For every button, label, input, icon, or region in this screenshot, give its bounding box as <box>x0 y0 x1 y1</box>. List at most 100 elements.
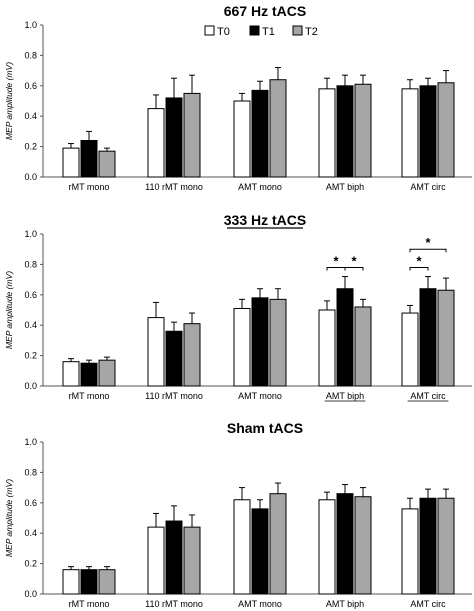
x-category-label: AMT biph <box>326 182 364 192</box>
bar-t1-5 <box>419 288 437 387</box>
y-tick-label: 0.8 <box>24 50 37 60</box>
x-category-label: AMT biph <box>326 599 364 609</box>
bar-t1-3 <box>251 297 269 387</box>
bar-t0-5 <box>401 508 419 595</box>
x-category-label: rMT mono <box>69 391 110 401</box>
y-tick-label: 0.0 <box>24 381 37 391</box>
y-tick-label: 0.6 <box>24 498 37 508</box>
chart-panel-1: 667 Hz tACS MEP amplitude (mV) 0.0 0.2 0.4 0.… <box>4 3 472 192</box>
bar-t0-1 <box>62 569 80 595</box>
x-category-label: rMT mono <box>69 599 110 609</box>
significance-marker: * <box>333 253 339 268</box>
significance-marker: * <box>351 253 357 268</box>
bar-t1-2 <box>165 330 183 387</box>
x-category-label: AMT circ <box>410 182 446 192</box>
legend: T0 T1 T2 <box>204 25 318 38</box>
y-tick-label: 0.4 <box>24 528 37 538</box>
x-category-label: AMT biph <box>326 391 364 401</box>
x-category-label: AMT circ <box>410 599 446 609</box>
legend-label: T0 <box>217 26 230 38</box>
bar-t0-2 <box>147 317 165 387</box>
bar-t0-2 <box>147 526 165 595</box>
bar-t0-5 <box>401 88 419 178</box>
chart-panel-3: Sham tACS MEP amplitude (mV) 0.0 0.2 0.4 0.6 0… <box>4 420 472 609</box>
bar-t2-5 <box>437 289 455 387</box>
bar-t0-4 <box>318 499 336 595</box>
y-tick-label: 1.0 <box>24 229 37 239</box>
bar-t1-4 <box>336 85 354 178</box>
significance-bracket <box>344 266 364 271</box>
bar-t1-1 <box>80 362 98 387</box>
y-tick-label: 1.0 <box>24 20 37 30</box>
y-tick-label: 1.0 <box>24 437 37 447</box>
bar-t1-1 <box>80 569 98 595</box>
bar-t2-3 <box>269 79 287 178</box>
x-category-label: 110 rMT mono <box>145 599 203 609</box>
y-tick-label: 0.0 <box>24 589 37 599</box>
bar-t1-5 <box>419 85 437 178</box>
bar-t1-2 <box>165 97 183 178</box>
significance-marker: * <box>425 235 431 250</box>
bar-t0-1 <box>62 147 80 178</box>
chart-panel-2: 333 Hz tACS MEP amplitude (mV) 0.0 0.2 0.4 0.… <box>4 212 472 402</box>
y-axis-label: MEP amplitude (mV) <box>4 271 14 349</box>
legend-label: T2 <box>305 26 318 38</box>
y-axis-label: MEP amplitude (mV) <box>4 479 14 557</box>
chart-title: 667 Hz tACS <box>224 3 306 19</box>
significance-bracket <box>409 266 429 271</box>
y-tick-label: 0.2 <box>24 351 37 361</box>
bar-t2-4 <box>354 306 372 387</box>
y-tick-label: 0.2 <box>24 142 37 152</box>
bar-t2-5 <box>437 497 455 595</box>
y-tick-label: 0.6 <box>24 290 37 300</box>
bar-t1-5 <box>419 497 437 595</box>
x-category-label: rMT mono <box>69 182 110 192</box>
significance-marker: * <box>416 253 422 268</box>
bar-t2-1 <box>98 569 116 595</box>
bar-t0-5 <box>401 312 419 387</box>
bar-t2-1 <box>98 359 116 387</box>
bar-t2-4 <box>354 496 372 595</box>
bar-t2-4 <box>354 83 372 178</box>
bar-t1-1 <box>80 140 98 178</box>
y-tick-label: 0.4 <box>24 320 37 330</box>
x-category-label: 110 rMT mono <box>145 391 203 401</box>
bar-t0-3 <box>233 499 251 595</box>
bar-t0-1 <box>62 361 80 387</box>
bar-t2-3 <box>269 493 287 595</box>
y-tick-label: 0.2 <box>24 559 37 569</box>
legend-label: T1 <box>262 26 275 38</box>
y-tick-label: 0.8 <box>24 259 37 269</box>
legend-swatch-t0 <box>204 25 215 36</box>
bar-t1-3 <box>251 508 269 595</box>
legend-swatch-t1 <box>249 25 260 36</box>
significance-bracket <box>409 248 447 253</box>
bar-t0-3 <box>233 307 251 387</box>
bar-t2-2 <box>183 92 201 178</box>
y-axis-label: MEP amplitude (mV) <box>4 62 14 140</box>
x-category-label: AMT mono <box>238 182 282 192</box>
legend-swatch-t2 <box>292 25 303 36</box>
chart-title: 333 Hz tACS <box>224 212 306 228</box>
y-tick-label: 0.4 <box>24 111 37 121</box>
chart-title: Sham tACS <box>227 420 303 436</box>
bar-t2-2 <box>183 526 201 595</box>
bar-t1-3 <box>251 89 269 178</box>
x-category-label: 110 rMT mono <box>145 182 203 192</box>
y-tick-label: 0.0 <box>24 172 37 182</box>
bar-t0-2 <box>147 108 165 178</box>
x-category-label: AMT mono <box>238 599 282 609</box>
bar-t2-3 <box>269 298 287 387</box>
bar-t2-1 <box>98 150 116 178</box>
x-category-label: AMT mono <box>238 391 282 401</box>
bar-t2-5 <box>437 82 455 178</box>
bar-t0-3 <box>233 100 251 178</box>
bar-t0-4 <box>318 88 336 178</box>
bar-t1-4 <box>336 493 354 595</box>
bar-t2-2 <box>183 323 201 387</box>
bar-t1-4 <box>336 288 354 387</box>
x-category-label: AMT circ <box>410 391 446 401</box>
bar-t1-2 <box>165 520 183 595</box>
y-tick-label: 0.8 <box>24 467 37 477</box>
